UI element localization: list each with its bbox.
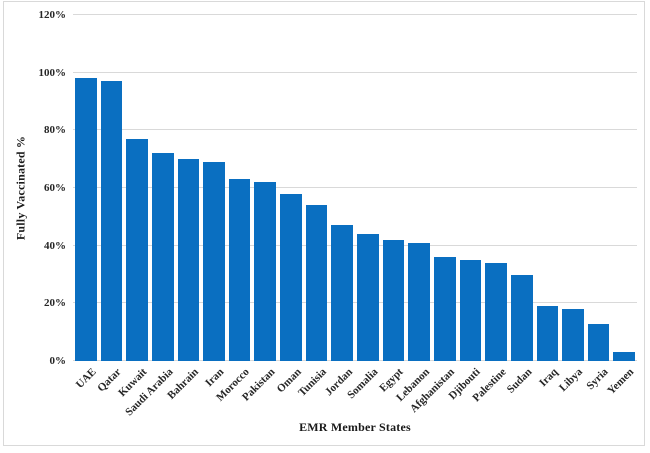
- bar-sudan: [510, 274, 533, 361]
- bar-oman: [280, 193, 302, 361]
- gridline: [73, 71, 637, 73]
- bar-palestine: [485, 262, 507, 361]
- gridline: [73, 244, 637, 246]
- bar-kuwait: [126, 138, 148, 361]
- x-axis-tick-label: Iraq: [536, 366, 560, 390]
- y-axis-tick-label: 60%: [44, 182, 66, 194]
- bar-saudi-arabia: [151, 153, 174, 361]
- plot-area: [73, 14, 637, 361]
- bar-syria: [587, 323, 610, 361]
- bar-iraq: [536, 306, 559, 361]
- bar-libya: [562, 309, 584, 361]
- bar-yemen: [613, 352, 636, 361]
- gridline: [73, 129, 637, 131]
- x-axis-tick-label: Libya: [557, 366, 586, 394]
- bar-uae: [75, 78, 97, 361]
- bar-afghanistan: [433, 257, 456, 361]
- gridline: [73, 187, 637, 188]
- x-axis-tick-label: Yemen: [605, 366, 637, 397]
- bar-qatar: [100, 81, 123, 361]
- gridline: [73, 14, 637, 15]
- x-axis-title: EMR Member States: [299, 420, 411, 434]
- bars-container: [73, 15, 637, 361]
- bar-egypt: [382, 239, 405, 361]
- bar-morocco: [228, 179, 251, 361]
- bar-jordan: [331, 225, 354, 361]
- bar-tunisia: [305, 205, 328, 361]
- bar-pakistan: [254, 182, 277, 361]
- y-axis-tick-label: 80%: [44, 124, 66, 137]
- y-axis-tick-label: 20%: [44, 297, 66, 310]
- gridline: [73, 302, 637, 304]
- y-axis-tick-label: 40%: [44, 239, 66, 252]
- bar-lebanon: [408, 242, 430, 361]
- bar-iran: [203, 162, 225, 361]
- y-axis-tick-label: 120%: [38, 9, 67, 21]
- x-axis-tick-label: UAE: [73, 366, 99, 391]
- bar-djibouti: [459, 260, 482, 361]
- y-axis-tick-label: 0%: [49, 355, 67, 367]
- y-axis-tick-label: 100%: [38, 66, 67, 79]
- x-axis-tick-label: Sudan: [504, 366, 535, 396]
- bar-bahrain: [177, 159, 200, 361]
- bar-somalia: [357, 234, 379, 361]
- gridline: [73, 360, 637, 361]
